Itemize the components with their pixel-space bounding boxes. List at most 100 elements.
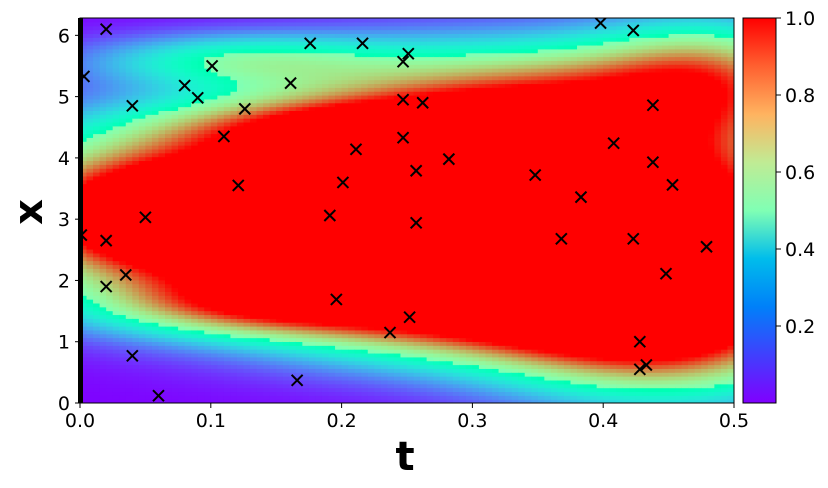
heatmap-cell bbox=[380, 148, 388, 154]
heatmap-cell bbox=[178, 399, 186, 403]
heatmap-cell bbox=[302, 183, 310, 188]
heatmap-cell bbox=[119, 329, 127, 335]
heatmap-cell bbox=[210, 210, 218, 215]
heatmap-cell bbox=[171, 64, 179, 69]
heatmap-cell bbox=[387, 264, 395, 269]
heatmap-cell bbox=[374, 210, 382, 215]
heatmap-cell bbox=[302, 110, 310, 115]
heatmap-cell bbox=[119, 349, 127, 354]
heatmap-cell bbox=[361, 352, 369, 358]
heatmap-cell bbox=[367, 68, 375, 73]
heatmap-cell bbox=[263, 133, 271, 138]
heatmap-cell bbox=[204, 329, 212, 335]
heatmap-cell bbox=[328, 314, 336, 319]
heatmap-cell bbox=[361, 37, 369, 42]
heatmap-cell bbox=[210, 287, 218, 292]
heatmap-cell bbox=[295, 341, 303, 346]
heatmap-cell bbox=[335, 160, 343, 165]
heatmap-cell bbox=[106, 352, 114, 358]
heatmap-cell bbox=[269, 44, 277, 50]
heatmap-cell bbox=[106, 360, 114, 366]
heatmap-cell bbox=[197, 172, 205, 177]
heatmap-cell bbox=[341, 237, 349, 242]
heatmap-cell bbox=[256, 91, 264, 96]
heatmap-cell bbox=[367, 225, 375, 231]
heatmap-cell bbox=[145, 275, 153, 281]
heatmap-cell bbox=[165, 279, 173, 285]
heatmap-cell bbox=[191, 195, 199, 200]
heatmap-cell bbox=[354, 71, 362, 77]
heatmap-cell bbox=[374, 56, 382, 61]
heatmap-cell bbox=[171, 29, 179, 34]
heatmap-cell bbox=[289, 41, 297, 46]
heatmap-cell bbox=[276, 225, 284, 231]
heatmap-cell bbox=[276, 44, 284, 50]
heatmap-cell bbox=[217, 110, 225, 115]
heatmap-cell bbox=[106, 121, 114, 127]
heatmap-cell bbox=[387, 160, 395, 165]
heatmap-cell bbox=[236, 168, 245, 173]
heatmap-cell bbox=[269, 302, 277, 308]
heatmap-cell bbox=[335, 164, 343, 169]
heatmap-cell bbox=[112, 83, 120, 88]
heatmap-cell bbox=[93, 306, 101, 312]
heatmap-cell bbox=[178, 275, 186, 281]
heatmap-cell bbox=[86, 64, 94, 69]
heatmap-cell bbox=[93, 25, 101, 31]
heatmap-cell bbox=[361, 198, 369, 204]
heatmap-cell bbox=[354, 102, 362, 108]
heatmap-cell bbox=[243, 179, 251, 185]
heatmap-cell bbox=[125, 137, 133, 142]
heatmap-cell bbox=[256, 345, 264, 350]
heatmap-cell bbox=[138, 179, 146, 185]
heatmap-cell bbox=[387, 206, 395, 212]
heatmap-cell bbox=[295, 360, 303, 366]
heatmap-cell bbox=[151, 322, 160, 327]
heatmap-cell bbox=[99, 322, 107, 327]
heatmap-cell bbox=[295, 56, 303, 61]
heatmap-cell bbox=[165, 106, 173, 111]
heatmap-cell bbox=[263, 195, 271, 200]
heatmap-cell bbox=[99, 229, 107, 235]
heatmap-cell bbox=[230, 206, 238, 212]
heatmap-cell bbox=[165, 360, 173, 366]
heatmap-cell bbox=[112, 329, 120, 335]
heatmap-cell bbox=[80, 56, 88, 61]
heatmap-cell bbox=[256, 121, 264, 127]
heatmap-cell bbox=[204, 275, 212, 281]
heatmap-cell bbox=[93, 379, 101, 385]
heatmap-cell bbox=[145, 79, 153, 85]
heatmap-cell bbox=[178, 237, 186, 242]
heatmap-cell bbox=[387, 283, 395, 289]
heatmap-cell bbox=[341, 383, 349, 389]
heatmap-cell bbox=[276, 345, 284, 350]
heatmap-cell bbox=[354, 237, 362, 242]
heatmap-cell bbox=[295, 314, 303, 319]
heatmap-cell bbox=[367, 210, 375, 215]
heatmap-cell bbox=[132, 25, 140, 31]
heatmap-cell bbox=[269, 387, 277, 393]
heatmap-cell bbox=[138, 356, 146, 362]
heatmap-cell bbox=[400, 145, 408, 150]
heatmap-cell bbox=[315, 356, 323, 362]
heatmap-cell bbox=[335, 272, 343, 277]
heatmap-cell bbox=[197, 75, 205, 81]
heatmap-cell bbox=[106, 260, 114, 265]
heatmap-cell bbox=[295, 352, 303, 358]
heatmap-cell bbox=[132, 75, 140, 81]
heatmap-cell bbox=[400, 364, 408, 369]
heatmap-cell bbox=[223, 372, 232, 377]
heatmap-cell bbox=[125, 345, 133, 350]
heatmap-cell bbox=[348, 395, 356, 400]
heatmap-cell bbox=[184, 299, 192, 304]
heatmap-cell bbox=[295, 283, 303, 289]
heatmap-cell bbox=[256, 322, 264, 327]
heatmap-cell bbox=[380, 349, 388, 354]
heatmap-cell bbox=[380, 299, 388, 304]
heatmap-cell bbox=[400, 326, 408, 331]
heatmap-cell bbox=[308, 125, 317, 131]
heatmap-cell bbox=[289, 249, 297, 254]
heatmap-cell bbox=[348, 71, 356, 77]
heatmap-cell bbox=[171, 202, 179, 208]
heatmap-cell bbox=[295, 68, 303, 73]
